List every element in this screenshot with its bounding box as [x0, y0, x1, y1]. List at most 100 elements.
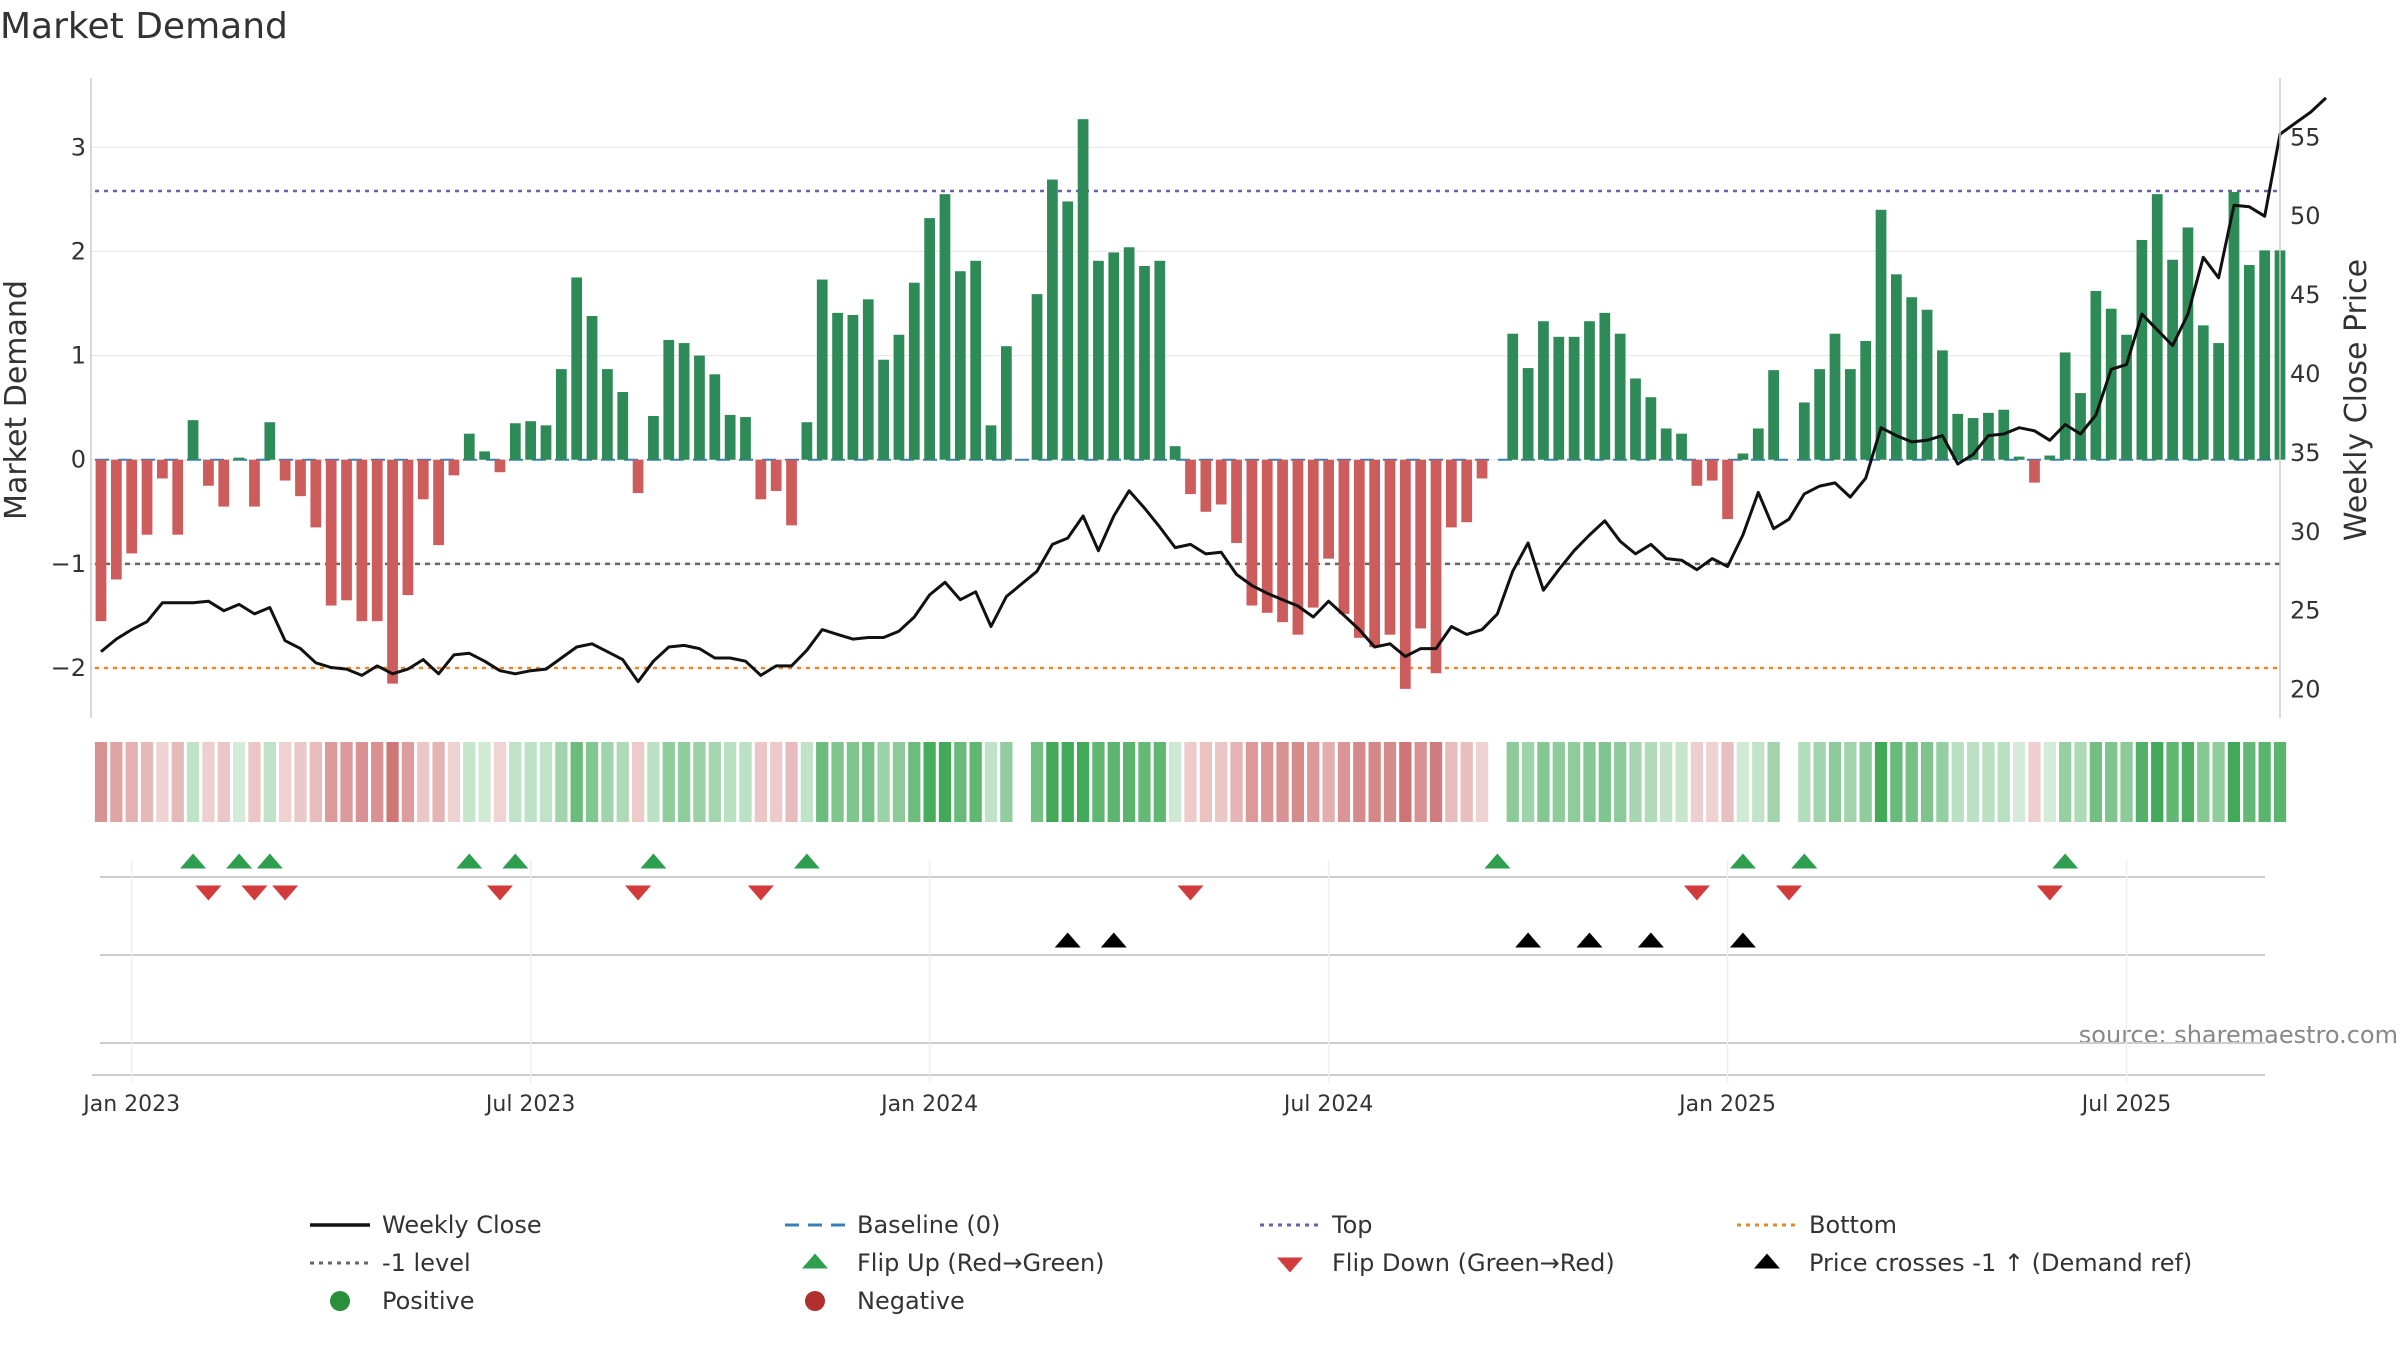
bar-negative	[387, 459, 398, 684]
heat-cell	[831, 742, 844, 822]
heat-cell	[1828, 742, 1842, 822]
flip-up-marker	[2052, 853, 2079, 869]
heat-cell	[524, 742, 537, 822]
heat-cell	[892, 742, 906, 822]
heat-cell	[1721, 742, 1734, 822]
bar-positive	[1952, 413, 1964, 460]
y-tick-right-label: 40	[2290, 360, 2321, 388]
bar-negative	[1691, 459, 1703, 486]
flip-down-marker	[625, 885, 652, 901]
heat-cell	[1353, 742, 1366, 822]
heat-cell	[1506, 742, 1519, 822]
bar-positive	[233, 457, 245, 460]
bar-positive	[525, 421, 537, 460]
bar-positive	[939, 194, 951, 460]
heat-cell	[125, 742, 138, 822]
heat-cell	[708, 742, 721, 822]
heat-cell	[371, 742, 384, 822]
bar-positive	[709, 374, 721, 460]
flip-up-marker	[793, 853, 820, 869]
flip-up-marker	[1729, 853, 1756, 869]
heat-cell	[1261, 742, 1274, 822]
bar-positive	[2243, 264, 2255, 460]
heat-cell	[1752, 742, 1765, 822]
bar-positive	[678, 343, 690, 460]
y-tick-right-label: 50	[2290, 202, 2321, 230]
heat-cell	[1736, 742, 1750, 822]
bar-positive	[2182, 227, 2194, 460]
flip-down-marker	[195, 885, 222, 901]
y-tick-right-label: 20	[2290, 676, 2321, 704]
legend-marker	[802, 1253, 828, 1269]
legend: Weekly Close Baseline (0) Top Bottom -1 leve…	[310, 1211, 2192, 1315]
heat-cell	[386, 742, 399, 822]
flip-down-marker	[1775, 885, 1802, 901]
bar-positive	[2090, 291, 2102, 460]
bar-positive	[1154, 260, 1166, 460]
heat-cell	[1614, 742, 1627, 822]
bar-negative	[157, 459, 168, 479]
heat-cell	[754, 742, 767, 822]
bar-positive	[862, 299, 874, 460]
heat-cell	[186, 742, 200, 822]
heat-cell	[2258, 742, 2271, 822]
heat-cell	[171, 742, 184, 822]
heat-cell	[1399, 742, 1412, 822]
bar-positive	[954, 271, 966, 460]
price-cross-marker	[1637, 932, 1664, 948]
bar-positive	[2075, 393, 2086, 460]
y-tick-right-label: 55	[2290, 123, 2321, 151]
flip-up-marker	[640, 853, 667, 869]
bar-positive	[1875, 209, 1887, 460]
bar-positive	[187, 420, 199, 460]
heat-cell	[800, 742, 814, 822]
bar-positive	[1737, 453, 1749, 460]
heat-cell	[1030, 742, 1044, 822]
bar-positive	[479, 451, 490, 460]
heat-cell	[1245, 742, 1259, 822]
bar-negative	[433, 459, 444, 546]
heat-cell	[1660, 742, 1673, 822]
weekly-close-line	[100, 96, 2328, 684]
heat-cell	[1153, 742, 1166, 822]
x-tick-label: Jul 2023	[484, 1092, 576, 1117]
flip-down-marker	[241, 885, 268, 901]
heat-cell	[1322, 742, 1335, 822]
y-tick-left-label: −1	[51, 550, 86, 578]
bar-negative	[95, 459, 107, 622]
price-cross-marker	[1515, 932, 1542, 948]
bar-negative	[249, 459, 260, 507]
legend-label: Price crosses -1 ↑ (Demand ref)	[1809, 1249, 2192, 1277]
heat-cell	[785, 742, 798, 822]
heat-cell	[1460, 742, 1473, 822]
flip-down-marker	[1177, 885, 1204, 901]
heat-cell	[417, 742, 430, 822]
flip-up-marker	[226, 853, 253, 869]
bar-positive	[586, 315, 598, 460]
bar-positive	[1614, 333, 1626, 460]
bar-positive	[1937, 350, 1948, 460]
legend-marker	[1277, 1257, 1303, 1273]
heat-cell	[1966, 742, 1980, 822]
flip-down-marker	[486, 885, 513, 901]
heat-cell	[1076, 742, 1090, 822]
bar-positive	[1000, 346, 1012, 460]
flip-up-marker	[180, 853, 207, 869]
heat-cell	[2074, 742, 2087, 822]
heat-cell	[862, 742, 875, 822]
legend-label: -1 level	[382, 1249, 471, 1277]
heat-cell	[463, 742, 476, 822]
bar-positive	[985, 425, 997, 460]
flip-markers	[100, 853, 2265, 901]
bar-positive	[1062, 201, 1074, 460]
heat-cell	[616, 742, 629, 822]
legend-label: Flip Down (Green→Red)	[1332, 1249, 1615, 1277]
heat-cell	[2135, 742, 2149, 822]
heat-cell	[355, 742, 369, 822]
flip-up-marker	[256, 853, 283, 869]
y-tick-right-label: 45	[2290, 281, 2321, 309]
bar-positive	[2044, 455, 2056, 460]
price-cross-markers	[100, 932, 2265, 1044]
y-tick-right-label: 35	[2290, 439, 2321, 467]
